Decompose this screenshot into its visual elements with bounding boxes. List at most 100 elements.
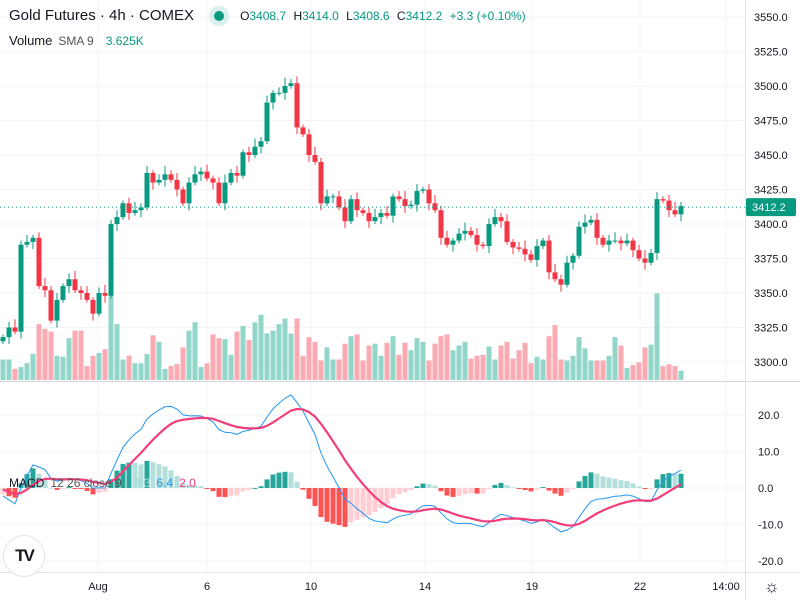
volume-bar [612,337,618,380]
volume-bar [66,338,72,380]
volume-bar [390,336,396,380]
volume-bar [444,334,450,380]
symbol-title[interactable]: Gold Futures · 4h · COMEX [9,7,195,24]
symbol-legend: Gold Futures · 4h · COMEX O3408.7 H3414.… [9,7,530,24]
macd-histogram-bar [654,479,660,488]
volume-bar [174,364,180,380]
candle-body [366,212,372,222]
macd-histogram-bar [678,473,684,488]
macd-histogram-bar [348,488,354,523]
volume-bar [234,331,240,380]
price-tick-label: 3500.0 [754,81,788,93]
candle-body [516,247,522,249]
volume-bar [462,341,468,380]
low-value: 3408.6 [352,8,390,23]
open-label: O [240,8,250,23]
time-tick-label: 19 [526,581,538,593]
volume-legend[interactable]: Volume SMA 9 3.625K [9,33,144,48]
tradingview-logo[interactable]: TV [3,535,45,577]
open-value: 3408.7 [249,8,287,23]
candle-body [324,196,330,204]
macd-histogram-bar [522,488,528,490]
volume-bar [132,363,138,380]
candle-body [534,246,540,260]
macd-legend[interactable]: MACD 12 26 close 9 4.3 6.4 2.0 [9,476,196,490]
candle-body [360,210,366,213]
candle-body [558,279,564,285]
macd-histogram-bar [216,488,222,497]
candle-body [666,200,672,211]
volume-bar [180,347,186,380]
candle-body [78,290,84,293]
volume-bar [168,366,174,380]
macd-histogram-bar [498,482,504,488]
macd-histogram-bar [582,475,588,488]
volume-bar [432,343,438,380]
macd-histogram-bar [306,488,312,499]
volume-bar [636,362,642,380]
volume-bar [210,334,216,380]
macd-histogram-bar [78,488,84,490]
volume-bar [198,366,204,380]
volume-bar [72,330,78,380]
macd-histogram-bar [612,478,618,488]
macd-histogram-bar [384,488,390,505]
macd-histogram-bar [546,488,552,491]
volume-bar [534,356,540,380]
candle-body [270,92,276,103]
volume-bar [540,359,546,380]
volume-bar [336,359,342,380]
candle-body [120,203,126,218]
macd-histogram-bar [294,481,300,488]
volume-bar [630,365,636,380]
macd-histogram-bar [162,466,168,488]
macd-histogram-bar [168,470,174,488]
macd-histogram-bar [402,488,408,493]
volume-bar [0,359,6,380]
candle-body [174,179,180,190]
candle-body [294,83,300,128]
volume-bar [96,352,102,380]
macd-histogram-bar [486,488,492,490]
candle-body [282,86,288,93]
macd-histogram-bar [336,488,342,526]
macd-histogram-bar [438,488,444,492]
candle-body [540,240,546,247]
macd-histogram-bar [624,481,630,488]
volume-bar [378,355,384,380]
candle-body [84,293,90,300]
candle-body [450,240,456,245]
candle-body [180,189,186,204]
candle-body [318,161,324,204]
volume-bar [90,355,96,380]
candle-body [306,134,312,155]
candle-body [372,217,378,222]
volume-bar [372,343,378,380]
candle-body [276,92,282,94]
volume-bar [222,339,228,380]
candle-body [354,199,360,211]
time-tick-label: Aug [88,581,108,593]
last-price-label: 3412.2 [752,202,786,214]
macd-histogram-bar [378,488,384,508]
volume-bar [324,347,330,380]
volume-bar [42,328,48,380]
macd-histogram-bar [342,488,348,527]
volume-bar [552,325,558,380]
candle-body [114,217,120,224]
candle-body [564,262,570,285]
candle-body [264,102,270,142]
candle-body [462,230,468,234]
macd-histogram-bar [570,488,576,489]
time-tick-label: 10 [305,581,317,593]
gear-icon[interactable]: ☼ [764,577,780,596]
candle-body [168,174,174,180]
macd-histogram-bar [372,488,378,513]
candle-body [108,224,114,296]
macd-histogram-bar [174,475,180,488]
candle-body [6,327,12,338]
macd-histogram-bar [444,488,450,496]
volume-bar [258,314,264,380]
macd-histogram-bar [588,472,594,488]
